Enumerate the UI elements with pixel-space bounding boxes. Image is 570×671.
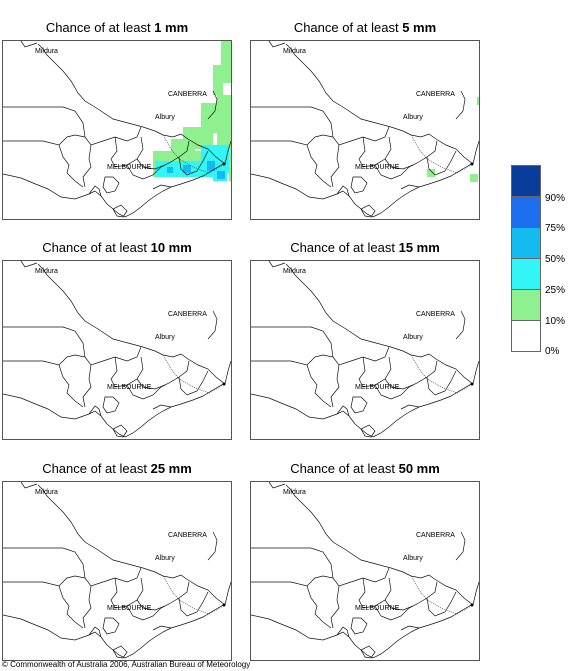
title-amount: 10 mm — [150, 240, 192, 255]
rain-probability-cell — [221, 41, 231, 83]
legend-label-10: 10% — [545, 316, 566, 327]
rain-probability-cell — [217, 171, 225, 179]
legend-label-75: 75% — [545, 223, 566, 234]
place-label-canberra: CANBERRA — [416, 311, 455, 318]
legend-swatch — [511, 227, 541, 258]
place-label-melbourne: MELBOURNE — [355, 605, 400, 612]
place-label-canberra: CANBERRA — [168, 532, 207, 539]
panel-title: Chance of at least 25 mm — [2, 461, 232, 477]
map-boundaries — [3, 41, 231, 218]
panel-1mm: Chance of at least 1 mm Mildura CANBERRA A… — [2, 20, 232, 220]
rain-probability-cell — [201, 103, 219, 133]
panel-25mm: Chance of at least 25 mm Mildura CANBERRA… — [2, 461, 232, 661]
legend-label-50: 50% — [545, 254, 566, 265]
rain-probability-cell — [183, 165, 191, 173]
legend-swatch — [511, 165, 541, 196]
place-label-canberra: CANBERRA — [416, 532, 455, 539]
place-label-melbourne: MELBOURNE — [107, 384, 152, 391]
title-prefix: Chance of at least — [290, 461, 399, 476]
place-label-albury: Albury — [403, 334, 423, 341]
map-svg: Mildura CANBERRA Albury MELBOURNE — [3, 482, 231, 659]
place-label-melbourne: MELBOURNE — [107, 164, 152, 171]
panel-15mm: Chance of at least 15 mm Mildura CANBERRA… — [250, 240, 480, 440]
rain-probability-cell — [207, 161, 215, 171]
place-label-canberra: CANBERRA — [168, 91, 207, 98]
place-label-mildura: Mildura — [283, 48, 306, 55]
map: Mildura CANBERRA Albury MELBOURNE — [2, 260, 232, 440]
title-amount: 25 mm — [150, 461, 192, 476]
map: Mildura CANBERRA Albury MELBOURNE — [2, 481, 232, 661]
panel-10mm: Chance of at least 10 mm Mildura CANBERRA… — [2, 240, 232, 440]
location-dot — [222, 603, 226, 607]
place-label-mildura: Mildura — [283, 489, 306, 496]
rain-probability-cell — [229, 131, 231, 181]
rain-probability-cell — [477, 97, 479, 105]
place-label-canberra: CANBERRA — [168, 311, 207, 318]
place-label-mildura: Mildura — [35, 489, 58, 496]
map-boundaries — [251, 261, 479, 438]
place-label-mildura: Mildura — [283, 268, 306, 275]
location-dot — [222, 382, 226, 386]
map-boundaries — [251, 482, 479, 659]
title-prefix: Chance of at least — [42, 240, 151, 255]
title-prefix: Chance of at least — [290, 240, 399, 255]
location-dot — [470, 382, 474, 386]
place-label-canberra: CANBERRA — [416, 91, 455, 98]
place-label-albury: Albury — [403, 555, 423, 562]
map-svg: Mildura CANBERRA Albury MELBOURNE — [251, 41, 479, 218]
rain-probability-cell — [213, 65, 223, 95]
title-amount: 15 mm — [398, 240, 440, 255]
place-label-albury: Albury — [155, 334, 175, 341]
place-label-albury: Albury — [155, 114, 175, 121]
title-prefix: Chance of at least — [293, 20, 403, 35]
map: Mildura CANBERRA Albury MELBOURNE — [250, 260, 480, 440]
map: Mildura CANBERRA Albury MELBOURNE — [2, 40, 232, 220]
map-svg: Mildura CANBERRA Albury MELBOURNE — [3, 41, 231, 218]
legend-label-0: 0% — [545, 346, 560, 357]
title-amount: 5 mm — [402, 20, 437, 35]
map-boundaries — [3, 261, 231, 438]
legend-swatch — [511, 258, 541, 289]
place-label-melbourne: MELBOURNE — [107, 605, 152, 612]
panel-title: Chance of at least 10 mm — [2, 240, 232, 256]
location-dot — [470, 603, 474, 607]
map-boundaries — [3, 482, 231, 659]
title-prefix: Chance of at least — [42, 461, 151, 476]
map: Mildura CANBERRA Albury MELBOURNE — [250, 481, 480, 661]
location-dot — [470, 162, 474, 166]
place-label-melbourne: MELBOURNE — [355, 164, 400, 171]
place-label-mildura: Mildura — [35, 48, 58, 55]
title-amount: 1 mm — [154, 20, 189, 35]
panel-title: Chance of at least 50 mm — [250, 461, 480, 477]
panel-title: Chance of at least 5 mm — [250, 20, 480, 36]
map-svg: Mildura CANBERRA Albury MELBOURNE — [251, 261, 479, 438]
panel-title: Chance of at least 15 mm — [250, 240, 480, 256]
panel-title: Chance of at least 1 mm — [2, 20, 232, 36]
map-boundaries — [251, 41, 479, 218]
map-svg: Mildura CANBERRA Albury MELBOURNE — [3, 261, 231, 438]
panel-50mm: Chance of at least 50 mm Mildura CANBERRA… — [250, 461, 480, 661]
place-label-albury: Albury — [155, 555, 175, 562]
legend-swatch — [511, 289, 541, 320]
place-label-melbourne: MELBOURNE — [355, 384, 400, 391]
panel-5mm: Chance of at least 5 mm Mildura CANBERRA A… — [250, 20, 480, 220]
copyright-notice: © Commonwealth of Australia 2006, Austra… — [2, 660, 251, 669]
place-label-mildura: Mildura — [35, 268, 58, 275]
rain-probability-cell — [217, 95, 231, 151]
color-legend — [511, 165, 541, 352]
legend-label-90: 90% — [545, 193, 566, 204]
rain-probability-cell — [427, 169, 435, 177]
place-label-albury: Albury — [403, 114, 423, 121]
map-svg: Mildura CANBERRA Albury MELBOURNE — [251, 482, 479, 659]
rain-probability-cell — [470, 174, 478, 182]
legend-swatch — [511, 196, 541, 227]
title-amount: 50 mm — [398, 461, 440, 476]
location-dot — [222, 162, 226, 166]
map: Mildura CANBERRA Albury MELBOURNE — [250, 40, 480, 220]
legend-swatch — [511, 320, 541, 352]
title-prefix: Chance of at least — [45, 20, 155, 35]
legend-label-25: 25% — [545, 285, 566, 296]
rain-probability-cell — [167, 167, 173, 173]
